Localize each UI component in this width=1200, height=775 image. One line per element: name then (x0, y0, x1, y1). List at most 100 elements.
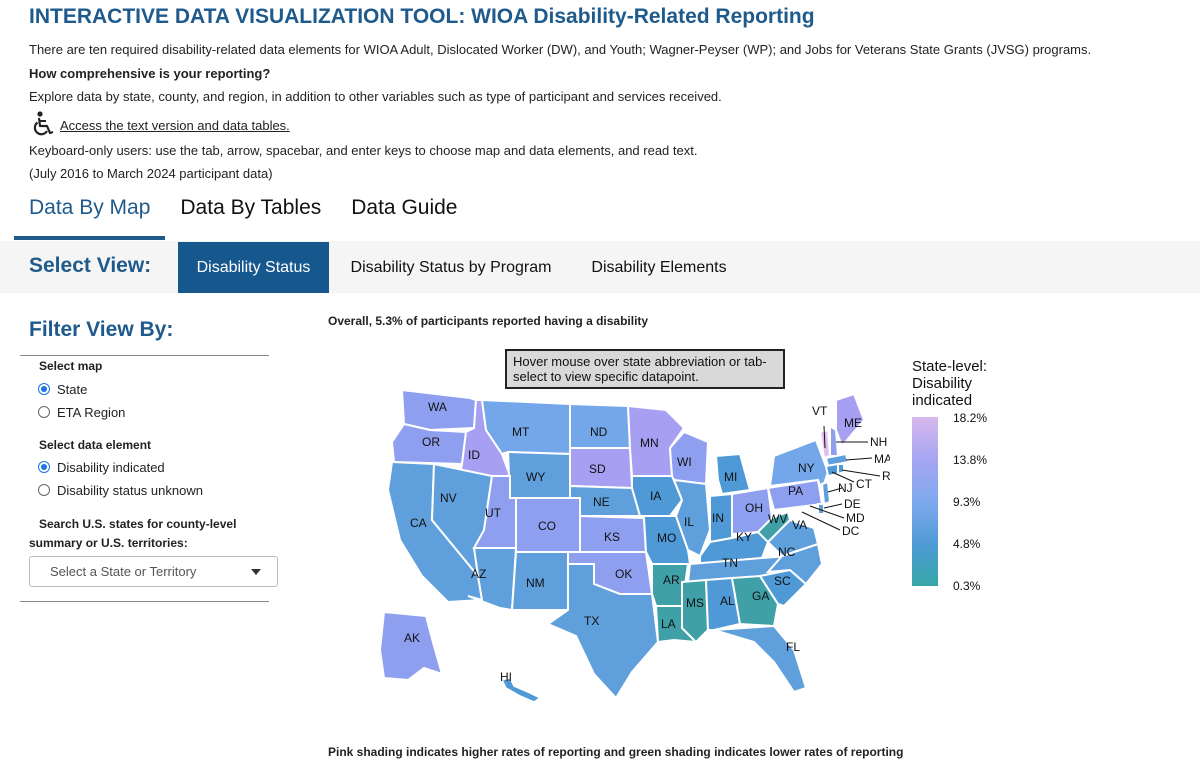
state-label-dc[interactable]: DC (842, 524, 860, 538)
view-tab-disability-status[interactable]: Disability Status (178, 242, 329, 293)
state-label-ca[interactable]: CA (410, 516, 427, 530)
map-heading: Overall, 5.3% of participants reported h… (328, 314, 649, 328)
state-label-in[interactable]: IN (712, 511, 724, 525)
state-label-az[interactable]: AZ (471, 567, 486, 581)
state-label-ms[interactable]: MS (686, 596, 704, 610)
state-shape-de[interactable] (817, 503, 825, 515)
state-label-mn[interactable]: MN (640, 436, 659, 450)
state-label-nv[interactable]: NV (440, 491, 457, 505)
state-label-or[interactable]: OR (422, 435, 440, 449)
wheelchair-accessibility-icon (33, 111, 54, 136)
state-territory-select[interactable]: Select a State or Territory (29, 556, 278, 587)
state-label-tn[interactable]: TN (722, 556, 738, 570)
tab-data-guide[interactable]: Data Guide (351, 196, 458, 219)
state-label-nc[interactable]: NC (778, 545, 796, 559)
state-shape-nj[interactable] (820, 480, 832, 506)
intro-question: How comprehensive is your reporting? (29, 66, 271, 81)
radio-state-label: State (57, 381, 88, 397)
state-label-wa[interactable]: WA (428, 400, 447, 414)
access-link-label[interactable]: Access the text version and data tables. (60, 117, 290, 133)
state-label-co[interactable]: CO (538, 519, 556, 533)
state-label-nj[interactable]: NJ (838, 481, 853, 495)
select-placeholder: Select a State or Territory (50, 564, 197, 579)
state-label-ky[interactable]: KY (736, 530, 752, 544)
state-label-mt[interactable]: MT (512, 425, 530, 439)
state-label-ri[interactable]: RI (882, 469, 890, 483)
state-label-nh[interactable]: NH (870, 435, 887, 449)
state-label-ct[interactable]: CT (856, 477, 873, 491)
state-label-al[interactable]: AL (720, 594, 735, 608)
radio-disability-unknown[interactable]: Disability status unknown (38, 481, 203, 499)
state-shape-wv[interactable] (756, 510, 792, 544)
state-label-ar[interactable]: AR (663, 573, 680, 587)
legend-color-bar (912, 417, 938, 586)
state-label-mi[interactable]: MI (724, 470, 737, 484)
state-shape-fl[interactable] (713, 624, 808, 694)
state-label-nm[interactable]: NM (526, 576, 545, 590)
legend-title: State-level: Disability indicated (912, 358, 987, 409)
state-label-mo[interactable]: MO (657, 531, 676, 545)
state-label-ne[interactable]: NE (593, 495, 610, 509)
state-label-la[interactable]: LA (661, 617, 676, 631)
state-shape-ms[interactable] (681, 578, 710, 644)
select-map-label: Select map (39, 359, 103, 373)
state-label-tx[interactable]: TX (584, 614, 599, 628)
state-label-me[interactable]: ME (844, 416, 862, 430)
state-shape-ri[interactable] (837, 463, 845, 476)
state-shape-tx[interactable] (545, 563, 660, 700)
state-label-ga[interactable]: GA (752, 589, 769, 603)
state-label-ks[interactable]: KS (604, 530, 620, 544)
state-label-ok[interactable]: OK (615, 567, 632, 581)
radio-disability-indicated-button[interactable] (38, 461, 50, 473)
radio-disability-unknown-button[interactable] (38, 484, 50, 496)
filter-title: Filter View By: (29, 318, 174, 341)
state-shape-al[interactable] (704, 576, 742, 631)
state-label-id[interactable]: ID (468, 448, 480, 462)
state-label-il[interactable]: IL (684, 515, 694, 529)
state-label-ma[interactable]: MA (874, 452, 890, 466)
view-tab-disability-status-by-program[interactable]: Disability Status by Program (350, 258, 552, 276)
state-shape-hi[interactable] (500, 677, 542, 703)
radio-state-button[interactable] (38, 383, 50, 395)
state-shape-mi[interactable] (714, 452, 752, 496)
radio-eta-region[interactable]: ETA Region (38, 403, 125, 421)
state-label-wv[interactable]: WV (768, 512, 787, 526)
state-label-oh[interactable]: OH (745, 501, 763, 515)
search-states-label: Search U.S. states for county-level summ… (29, 515, 269, 553)
us-choropleth-map: WA OR CA ID NV MT WY UT AZ CO NM ND SD N… (378, 388, 890, 703)
state-label-fl[interactable]: FL (786, 640, 800, 654)
state-label-de[interactable]: DE (844, 497, 861, 511)
top-tab-bar: Data By Map Data By Tables Data Guide (14, 192, 472, 240)
state-label-ak[interactable]: AK (404, 631, 420, 645)
view-tab-disability-elements[interactable]: Disability Elements (591, 258, 727, 276)
tab-data-by-tables[interactable]: Data By Tables (180, 196, 322, 219)
state-label-wy[interactable]: WY (526, 470, 545, 484)
legend-tick-max: 18.2% (953, 411, 988, 425)
state-label-ut[interactable]: UT (485, 506, 502, 520)
state-label-ia[interactable]: IA (650, 489, 661, 503)
state-label-ny[interactable]: NY (798, 461, 815, 475)
state-shape-me[interactable] (835, 392, 866, 448)
state-label-pa[interactable]: PA (788, 484, 803, 498)
chevron-down-icon (251, 569, 261, 575)
state-label-md[interactable]: MD (846, 511, 865, 525)
intro-text: There are ten required disability-relate… (29, 42, 1092, 57)
radio-state[interactable]: State (38, 380, 87, 398)
state-shape-ga[interactable] (730, 574, 780, 628)
state-label-nd[interactable]: ND (590, 425, 608, 439)
radio-eta-region-button[interactable] (38, 406, 50, 418)
state-label-vt[interactable]: VT (812, 404, 828, 418)
tab-data-by-map[interactable]: Data By Map (14, 192, 166, 240)
state-label-hi[interactable]: HI (500, 670, 512, 684)
state-shape-il[interactable] (672, 478, 712, 558)
filter-divider-top (20, 355, 269, 356)
legend-title-line-3: indicated (912, 392, 973, 409)
state-label-sc[interactable]: SC (774, 574, 791, 588)
state-shape-ak[interactable] (378, 610, 444, 682)
radio-disability-indicated[interactable]: Disability indicated (38, 458, 165, 476)
state-label-wi[interactable]: WI (677, 455, 692, 469)
state-label-sd[interactable]: SD (589, 462, 606, 476)
access-text-version-link[interactable]: Access the text version and data tables. (28, 109, 290, 139)
state-label-va[interactable]: VA (792, 518, 807, 532)
page-title: INTERACTIVE DATA VISUALIZATION TOOL: WIO… (29, 5, 815, 28)
